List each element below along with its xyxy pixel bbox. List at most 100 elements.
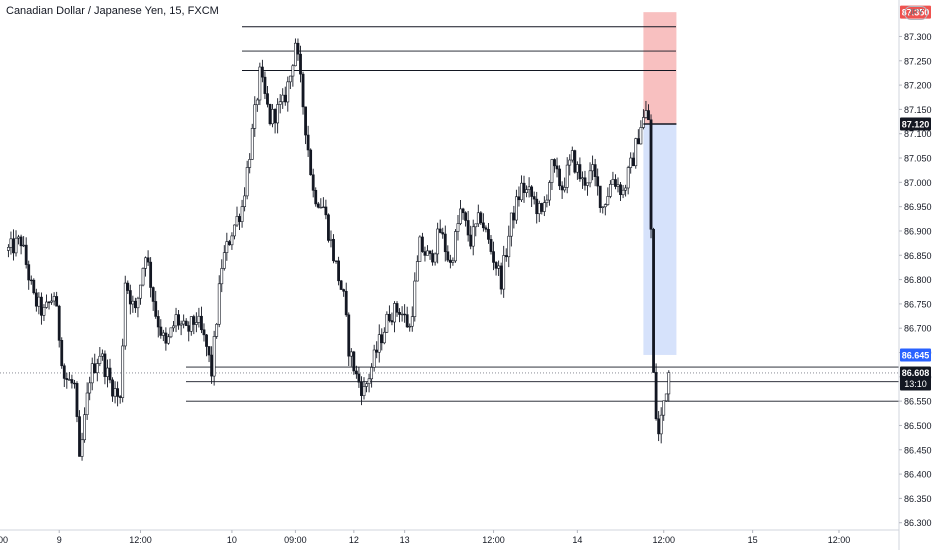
candle-body <box>469 234 473 247</box>
candle-body <box>578 164 582 180</box>
candle-body <box>535 198 539 215</box>
candle-body <box>479 212 483 224</box>
price-tick-label: 87.100 <box>904 129 932 139</box>
candle-body <box>641 117 645 128</box>
candle-body <box>151 287 155 302</box>
candle-body <box>311 174 315 191</box>
candle-body <box>614 179 617 187</box>
candle-body <box>466 220 470 236</box>
price-tick-label: 86.850 <box>904 251 932 261</box>
candle-body <box>367 378 371 385</box>
take-profit-zone[interactable] <box>643 123 677 355</box>
candle-body <box>200 315 203 331</box>
candle-body <box>291 65 295 77</box>
candle-body <box>334 260 338 262</box>
candle-body <box>431 253 434 263</box>
candle-body <box>555 165 559 170</box>
price-tick-label: 86.550 <box>904 397 932 407</box>
candle-body <box>426 250 429 256</box>
candle-body <box>581 177 584 180</box>
candle-body <box>294 42 297 67</box>
candle-body <box>649 119 653 230</box>
candle-body <box>382 331 386 344</box>
candle-body <box>156 316 160 328</box>
candle-body <box>354 370 358 375</box>
candle-body <box>329 238 333 241</box>
candle-body <box>545 199 549 203</box>
candle-body <box>443 233 447 253</box>
price-tick-label: 86.700 <box>904 324 932 334</box>
candle-body <box>52 296 56 302</box>
candle-body <box>34 292 38 307</box>
target-price-label: 86.645 <box>902 350 930 360</box>
candle-body <box>347 314 351 357</box>
candle-body <box>512 212 516 221</box>
candle-body <box>235 216 239 226</box>
candle-body <box>263 76 267 94</box>
candle-body <box>596 176 600 187</box>
candle-body <box>357 373 361 383</box>
currency-badge[interactable]: JPY <box>904 6 928 20</box>
candle-body <box>659 414 663 435</box>
candle-body <box>260 66 264 78</box>
candle-body <box>421 236 424 252</box>
candle-body <box>489 239 493 252</box>
candle-body <box>410 316 414 327</box>
price-tick-label: 87.050 <box>904 154 932 164</box>
candle-body <box>436 228 440 255</box>
candle-body <box>245 167 249 197</box>
candle-body <box>433 253 437 263</box>
candle-body <box>560 185 564 191</box>
bar-countdown-label: 13:10 <box>904 379 927 389</box>
candle-body <box>474 223 478 228</box>
candle-body <box>50 300 53 303</box>
candle-body <box>446 251 450 261</box>
candle-body <box>67 379 71 381</box>
candle-body <box>230 235 234 246</box>
candle-body <box>456 223 460 232</box>
candle-body <box>243 195 247 207</box>
price-tick-label: 86.900 <box>904 226 932 236</box>
candle-body <box>276 104 280 124</box>
entry-price-label: 87.120 <box>902 119 930 129</box>
time-tick-label: 12:00 <box>828 535 851 545</box>
time-tick-label: 12:00 <box>482 535 505 545</box>
candle-body <box>667 372 671 395</box>
candle-body <box>93 363 97 374</box>
horizontal-levels <box>186 26 899 402</box>
candle-body <box>380 334 384 344</box>
candle-body <box>542 202 546 212</box>
candle-body <box>365 383 368 387</box>
candle-body <box>400 313 404 316</box>
candle-body <box>586 182 589 186</box>
stop-price-label: 87.350 <box>902 7 930 17</box>
candle-body <box>568 159 572 166</box>
time-tick-label: 9 <box>57 535 62 545</box>
candle-body <box>499 265 503 290</box>
candle-body <box>22 244 26 247</box>
candle-body <box>238 216 241 222</box>
candle-body <box>441 232 445 235</box>
price-tick-label: 86.750 <box>904 299 932 309</box>
current-price-label-bg <box>900 366 931 391</box>
candle-body <box>654 372 658 420</box>
candle-body <box>57 305 61 341</box>
candle-body <box>494 262 498 269</box>
candle-body <box>537 203 541 215</box>
candle-body <box>106 367 109 377</box>
candle-body <box>240 206 244 222</box>
candle-body <box>390 320 394 323</box>
candle-body <box>202 329 206 336</box>
candle-body <box>159 326 163 336</box>
price-axis[interactable] <box>899 0 932 550</box>
candle-body <box>619 184 622 196</box>
candle-body <box>530 186 534 197</box>
candle-body <box>273 109 277 124</box>
candle-body <box>278 101 282 105</box>
candle-body <box>121 345 125 398</box>
candle-body <box>281 94 285 103</box>
candle-body <box>233 224 236 237</box>
candle-body <box>222 252 226 269</box>
candle-body <box>634 138 638 167</box>
